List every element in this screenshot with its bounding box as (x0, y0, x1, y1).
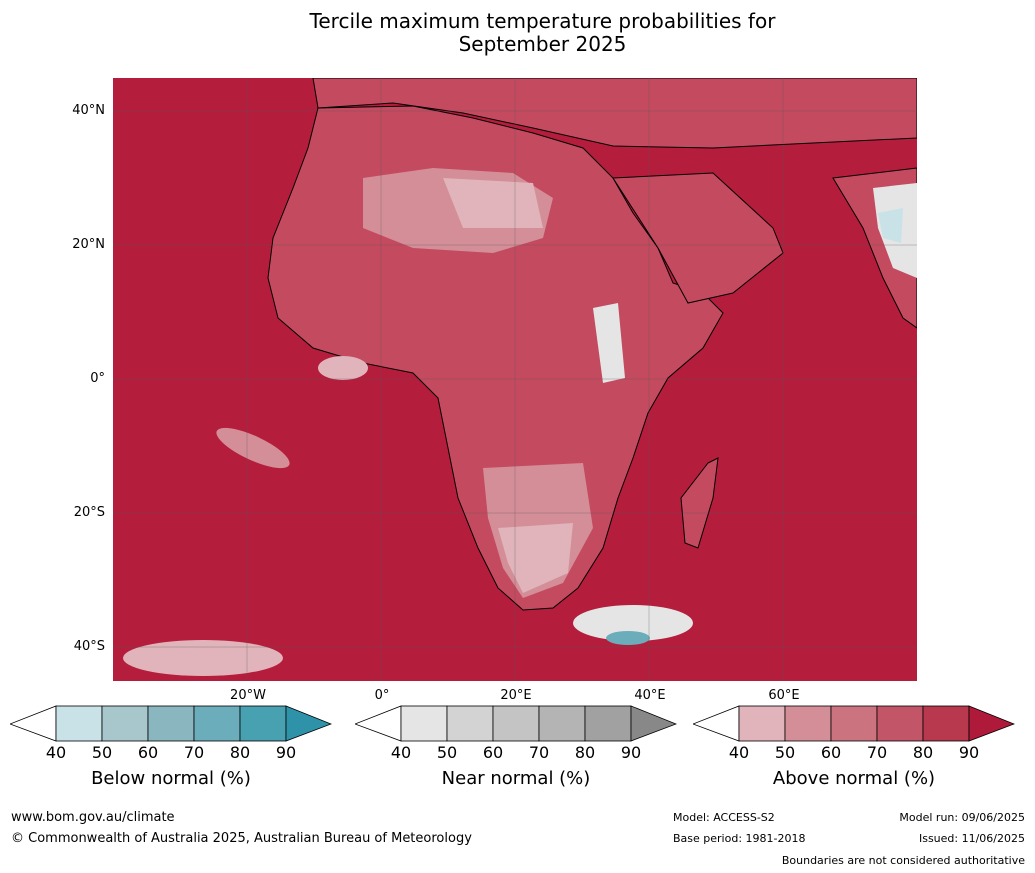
lon-label-0: 0° (374, 688, 390, 703)
above-normal-tick: 90 (958, 743, 980, 762)
above-normal-tick: 60 (820, 743, 842, 762)
lon-label-40e: 40°E (634, 688, 666, 703)
lon-label-20w: 20°W (230, 688, 266, 703)
lon-label-60e: 60°E (768, 688, 800, 703)
above-normal-colorbar (693, 705, 1015, 742)
sahara-core (443, 178, 543, 228)
disclaimer-text: Boundaries are not considered authoritat… (781, 854, 1025, 867)
below-normal-tick: 40 (45, 743, 67, 762)
near-normal-tick: 60 (482, 743, 504, 762)
near-normal-bin-70-80 (538, 705, 586, 742)
southern-ocean-blue-patch (606, 631, 650, 645)
above-normal-tick: 50 (774, 743, 796, 762)
above-normal-bin-70-80 (876, 705, 924, 742)
india-below-normal-area (878, 208, 903, 243)
below-normal-low-triangle (10, 705, 57, 742)
near-normal-bin-80-90 (584, 705, 632, 742)
below-normal-bin-40-50 (55, 705, 103, 742)
issued-text: Issued: 11/06/2025 (918, 832, 1025, 845)
below-normal-bin-50-60 (101, 705, 149, 742)
lat-label-40s: 40°S (73, 639, 105, 654)
east-africa-near-normal-area (593, 303, 625, 383)
near-normal-title: Near normal (%) (441, 768, 591, 789)
lat-label-40n: 40°N (72, 103, 105, 118)
near-normal-bin-40-50 (400, 705, 448, 742)
arabian-peninsula (612, 172, 784, 304)
lat-label-20n: 20°N (72, 237, 105, 252)
lat-label-0: 0° (90, 371, 105, 386)
above-normal-tick: 80 (912, 743, 934, 762)
copyright-text: © Commonwealth of Australia 2025, Austra… (11, 831, 472, 846)
below-normal-title: Below normal (%) (91, 768, 251, 789)
near-normal-tick: 70 (528, 743, 550, 762)
title-line-2: September 2025 (458, 32, 627, 56)
above-normal-tick: 70 (866, 743, 888, 762)
atlantic-patch (216, 427, 290, 469)
below-normal-bin-80-90 (239, 705, 287, 742)
above-normal-swatches (693, 705, 1015, 742)
website-link[interactable]: www.bom.gov.au/climate (11, 810, 175, 825)
above-normal-bin-60-70 (830, 705, 878, 742)
below-normal-tick: 60 (137, 743, 159, 762)
below-normal-high-triangle (285, 705, 332, 742)
above-normal-low-triangle (693, 705, 740, 742)
lon-label-20e: 20°E (500, 688, 532, 703)
below-normal-bin-60-70 (147, 705, 195, 742)
southern-ocean-patch (573, 605, 693, 641)
probability-map (113, 78, 917, 681)
madagascar (680, 457, 719, 549)
near-normal-tick: 80 (574, 743, 596, 762)
above-normal-bin-40-50 (738, 705, 786, 742)
near-normal-low-triangle (355, 705, 402, 742)
near-normal-high-triangle (630, 705, 677, 742)
above-normal-tick: 40 (728, 743, 750, 762)
europe-landmass (312, 78, 917, 149)
model-text: Model: ACCESS-S2 (673, 811, 775, 824)
near-normal-tick: 40 (390, 743, 412, 762)
above-normal-high-triangle (968, 705, 1015, 742)
above-normal-bin-80-90 (922, 705, 970, 742)
base-period-text: Base period: 1981-2018 (673, 832, 806, 845)
below-normal-tick: 80 (229, 743, 251, 762)
above-normal-title: Above normal (%) (772, 768, 936, 789)
below-normal-colorbar (10, 705, 332, 742)
near-normal-tick: 90 (620, 743, 642, 762)
title-line-1: Tercile maximum temperature probabilitie… (309, 9, 776, 33)
gulf-of-guinea-patch (318, 356, 368, 380)
near-normal-bin-60-70 (492, 705, 540, 742)
near-normal-colorbar (355, 705, 677, 742)
near-normal-swatches (355, 705, 677, 742)
south-atlantic-patch (123, 640, 283, 676)
below-normal-tick: 50 (91, 743, 113, 762)
map-title: Tercile maximum temperature probabilitie… (230, 10, 855, 56)
below-normal-swatches (10, 705, 332, 742)
graticule (113, 78, 917, 681)
lat-label-20s: 20°S (73, 505, 105, 520)
below-normal-tick: 90 (275, 743, 297, 762)
near-normal-tick: 50 (436, 743, 458, 762)
near-normal-bin-50-60 (446, 705, 494, 742)
above-normal-bin-50-60 (784, 705, 832, 742)
model-run-text: Model run: 09/06/2025 (899, 811, 1025, 824)
below-normal-tick: 70 (183, 743, 205, 762)
below-normal-bin-70-80 (193, 705, 241, 742)
southern-africa-core (498, 523, 573, 593)
